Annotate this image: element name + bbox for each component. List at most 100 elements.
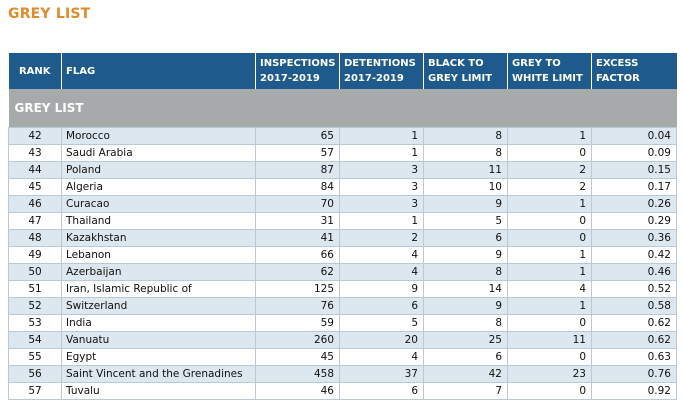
- col-header-inspections: INSPECTIONS 2017-2019: [255, 53, 340, 89]
- cell-detentions: 4: [339, 348, 424, 366]
- cell-excess: 0.58: [591, 297, 677, 315]
- cell-flag: Saint Vincent and the Grenadines: [61, 365, 256, 383]
- cell-rank: 43: [8, 144, 62, 162]
- cell-grey-to-white: 1: [507, 263, 592, 281]
- cell-rank: 51: [8, 280, 62, 298]
- col-header-inspections-line2: 2017-2019: [260, 73, 320, 84]
- col-header-black-to-grey-line1: BLACK TO: [428, 58, 484, 69]
- cell-excess: 0.09: [591, 144, 677, 162]
- cell-grey-to-white: 2: [507, 178, 592, 196]
- cell-rank: 45: [8, 178, 62, 196]
- cell-flag: Lebanon: [61, 246, 256, 264]
- cell-rank: 53: [8, 314, 62, 332]
- cell-excess: 0.76: [591, 365, 677, 383]
- cell-detentions: 5: [339, 314, 424, 332]
- cell-inspections: 65: [255, 127, 340, 145]
- cell-flag: Vanuatu: [61, 331, 256, 349]
- cell-excess: 0.29: [591, 212, 677, 230]
- cell-rank: 54: [8, 331, 62, 349]
- cell-rank: 56: [8, 365, 62, 383]
- cell-flag: Tuvalu: [61, 382, 256, 400]
- cell-flag: Switzerland: [61, 297, 256, 315]
- cell-detentions: 20: [339, 331, 424, 349]
- cell-excess: 0.62: [591, 314, 677, 332]
- cell-inspections: 57: [255, 144, 340, 162]
- cell-black-to-grey: 14: [423, 280, 508, 298]
- cell-flag: India: [61, 314, 256, 332]
- cell-excess: 0.62: [591, 331, 677, 349]
- table-row: 52 Switzerland 76 6 9 1 0.58: [8, 297, 677, 315]
- cell-inspections: 45: [255, 348, 340, 366]
- cell-grey-to-white: 11: [507, 331, 592, 349]
- col-header-excess-factor: EXCESS FACTOR: [591, 53, 677, 89]
- cell-inspections: 41: [255, 229, 340, 247]
- cell-rank: 57: [8, 382, 62, 400]
- col-header-excess-factor-line1: EXCESS: [596, 58, 639, 69]
- cell-grey-to-white: 0: [507, 229, 592, 247]
- cell-detentions: 9: [339, 280, 424, 298]
- cell-black-to-grey: 8: [423, 263, 508, 281]
- cell-detentions: 3: [339, 195, 424, 213]
- cell-black-to-grey: 6: [423, 348, 508, 366]
- col-header-excess-factor-line2: FACTOR: [596, 73, 640, 84]
- cell-black-to-grey: 9: [423, 195, 508, 213]
- cell-flag: Morocco: [61, 127, 256, 145]
- cell-detentions: 1: [339, 127, 424, 145]
- cell-rank: 46: [8, 195, 62, 213]
- cell-inspections: 458: [255, 365, 340, 383]
- cell-black-to-grey: 7: [423, 382, 508, 400]
- cell-excess: 0.46: [591, 263, 677, 281]
- col-header-rank: RANK: [8, 53, 62, 89]
- cell-black-to-grey: 8: [423, 144, 508, 162]
- cell-flag: Curacao: [61, 195, 256, 213]
- col-header-black-to-grey: BLACK TO GREY LIMIT: [423, 53, 508, 89]
- cell-inspections: 62: [255, 263, 340, 281]
- cell-rank: 48: [8, 229, 62, 247]
- table-row: 54 Vanuatu 260 20 25 11 0.62: [8, 331, 677, 349]
- table-row: 55 Egypt 45 4 6 0 0.63: [8, 348, 677, 366]
- cell-grey-to-white: 0: [507, 212, 592, 230]
- col-header-detentions: DETENTIONS 2017-2019: [339, 53, 424, 89]
- table-row: 53 India 59 5 8 0 0.62: [8, 314, 677, 332]
- cell-excess: 0.52: [591, 280, 677, 298]
- table-row: 50 Azerbaijan 62 4 8 1 0.46: [8, 263, 677, 281]
- cell-detentions: 3: [339, 178, 424, 196]
- cell-inspections: 260: [255, 331, 340, 349]
- cell-grey-to-white: 1: [507, 127, 592, 145]
- cell-grey-to-white: 0: [507, 144, 592, 162]
- cell-black-to-grey: 10: [423, 178, 508, 196]
- cell-grey-to-white: 0: [507, 382, 592, 400]
- cell-detentions: 3: [339, 161, 424, 179]
- page-title: GREY LIST: [8, 6, 91, 22]
- col-header-black-to-grey-line2: GREY LIMIT: [428, 73, 493, 84]
- col-header-inspections-line1: INSPECTIONS: [260, 58, 336, 69]
- cell-black-to-grey: 25: [423, 331, 508, 349]
- cell-flag: Thailand: [61, 212, 256, 230]
- cell-grey-to-white: 1: [507, 195, 592, 213]
- table-row: 51 Iran, Islamic Republic of 125 9 14 4 0.52: [8, 280, 677, 298]
- header-row: RANK FLAG INSPECTIONS 2017-2019 DETENTION…: [8, 53, 677, 89]
- table-row: 45 Algeria 84 3 10 2 0.17: [8, 178, 677, 196]
- cell-grey-to-white: 0: [507, 314, 592, 332]
- col-header-grey-to-white-line2: WHITE LIMIT: [512, 73, 583, 84]
- table-row: 47 Thailand 31 1 5 0 0.29: [8, 212, 677, 230]
- cell-excess: 0.04: [591, 127, 677, 145]
- cell-excess: 0.92: [591, 382, 677, 400]
- col-header-grey-to-white: GREY TO WHITE LIMIT: [507, 53, 592, 89]
- cell-excess: 0.15: [591, 161, 677, 179]
- table-row: 49 Lebanon 66 4 9 1 0.42: [8, 246, 677, 264]
- cell-inspections: 46: [255, 382, 340, 400]
- cell-inspections: 87: [255, 161, 340, 179]
- cell-rank: 55: [8, 348, 62, 366]
- cell-inspections: 84: [255, 178, 340, 196]
- cell-detentions: 2: [339, 229, 424, 247]
- cell-grey-to-white: 23: [507, 365, 592, 383]
- cell-inspections: 76: [255, 297, 340, 315]
- section-row: GREY LIST: [8, 89, 677, 128]
- cell-inspections: 70: [255, 195, 340, 213]
- col-header-detentions-line2: 2017-2019: [344, 73, 404, 84]
- cell-black-to-grey: 6: [423, 229, 508, 247]
- cell-inspections: 66: [255, 246, 340, 264]
- cell-excess: 0.42: [591, 246, 677, 264]
- cell-inspections: 125: [255, 280, 340, 298]
